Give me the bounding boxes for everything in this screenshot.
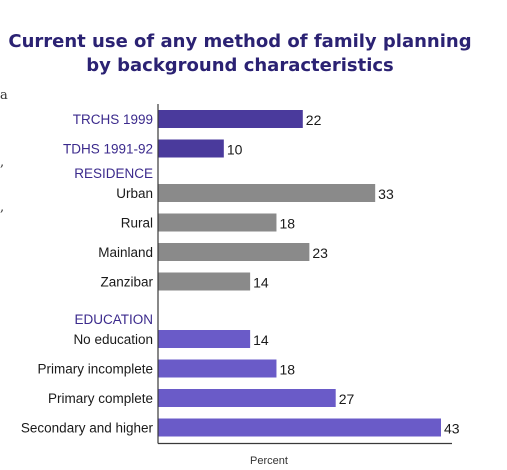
chart-title-line-2: by background characteristics	[86, 55, 394, 76]
margin-mark-comma-2: ,	[0, 200, 5, 215]
bar-primary-incomplete	[158, 359, 277, 378]
category-label-mainland: Mainland	[98, 245, 153, 260]
margin-mark-a: a	[0, 88, 8, 103]
category-label-rural: Rural	[121, 216, 153, 231]
category-label-zanzibar: Zanzibar	[100, 275, 153, 290]
value-label-no-education: 14	[253, 332, 269, 348]
bar-urban	[158, 184, 376, 202]
value-label-primary-incomplete: 18	[279, 362, 295, 378]
bar-zanzibar	[158, 272, 251, 291]
category-label-urban: Urban	[116, 186, 153, 201]
category-label-primary-complete: Primary complete	[48, 391, 153, 406]
group-header-education: EDUCATION	[74, 312, 153, 327]
value-label-tdhs-1991-92: 10	[227, 142, 243, 158]
category-label-no-education: No education	[73, 332, 153, 347]
chart-title-line-1: Current use of any method of family plan…	[8, 31, 472, 52]
value-label-trchs-1999: 22	[306, 112, 322, 128]
group-header-residence: RESIDENCE	[74, 166, 153, 181]
category-label-secondary-and-higher: Secondary and higher	[21, 421, 154, 436]
value-label-zanzibar: 14	[253, 275, 269, 291]
value-label-urban: 33	[378, 186, 394, 202]
value-label-rural: 18	[279, 216, 295, 232]
bar-no-education	[158, 330, 251, 348]
category-label-trchs-1999: TRCHS 1999	[73, 112, 153, 127]
bar-secondary-and-higher	[158, 418, 441, 437]
x-axis-label: Percent	[250, 455, 288, 467]
bar-primary-complete	[158, 389, 336, 407]
value-label-primary-complete: 27	[339, 391, 355, 407]
bar-tdhs-1991-92	[158, 139, 224, 158]
bar-rural	[158, 213, 277, 232]
margin-mark-comma-1: ,	[0, 155, 5, 170]
bar-mainland	[158, 243, 310, 261]
category-label-tdhs-1991-92: TDHS 1991-92	[63, 142, 153, 157]
value-label-secondary-and-higher: 43	[444, 421, 460, 437]
value-label-mainland: 23	[312, 245, 328, 261]
bar-trchs-1999	[158, 110, 303, 128]
category-label-primary-incomplete: Primary incomplete	[37, 362, 153, 377]
